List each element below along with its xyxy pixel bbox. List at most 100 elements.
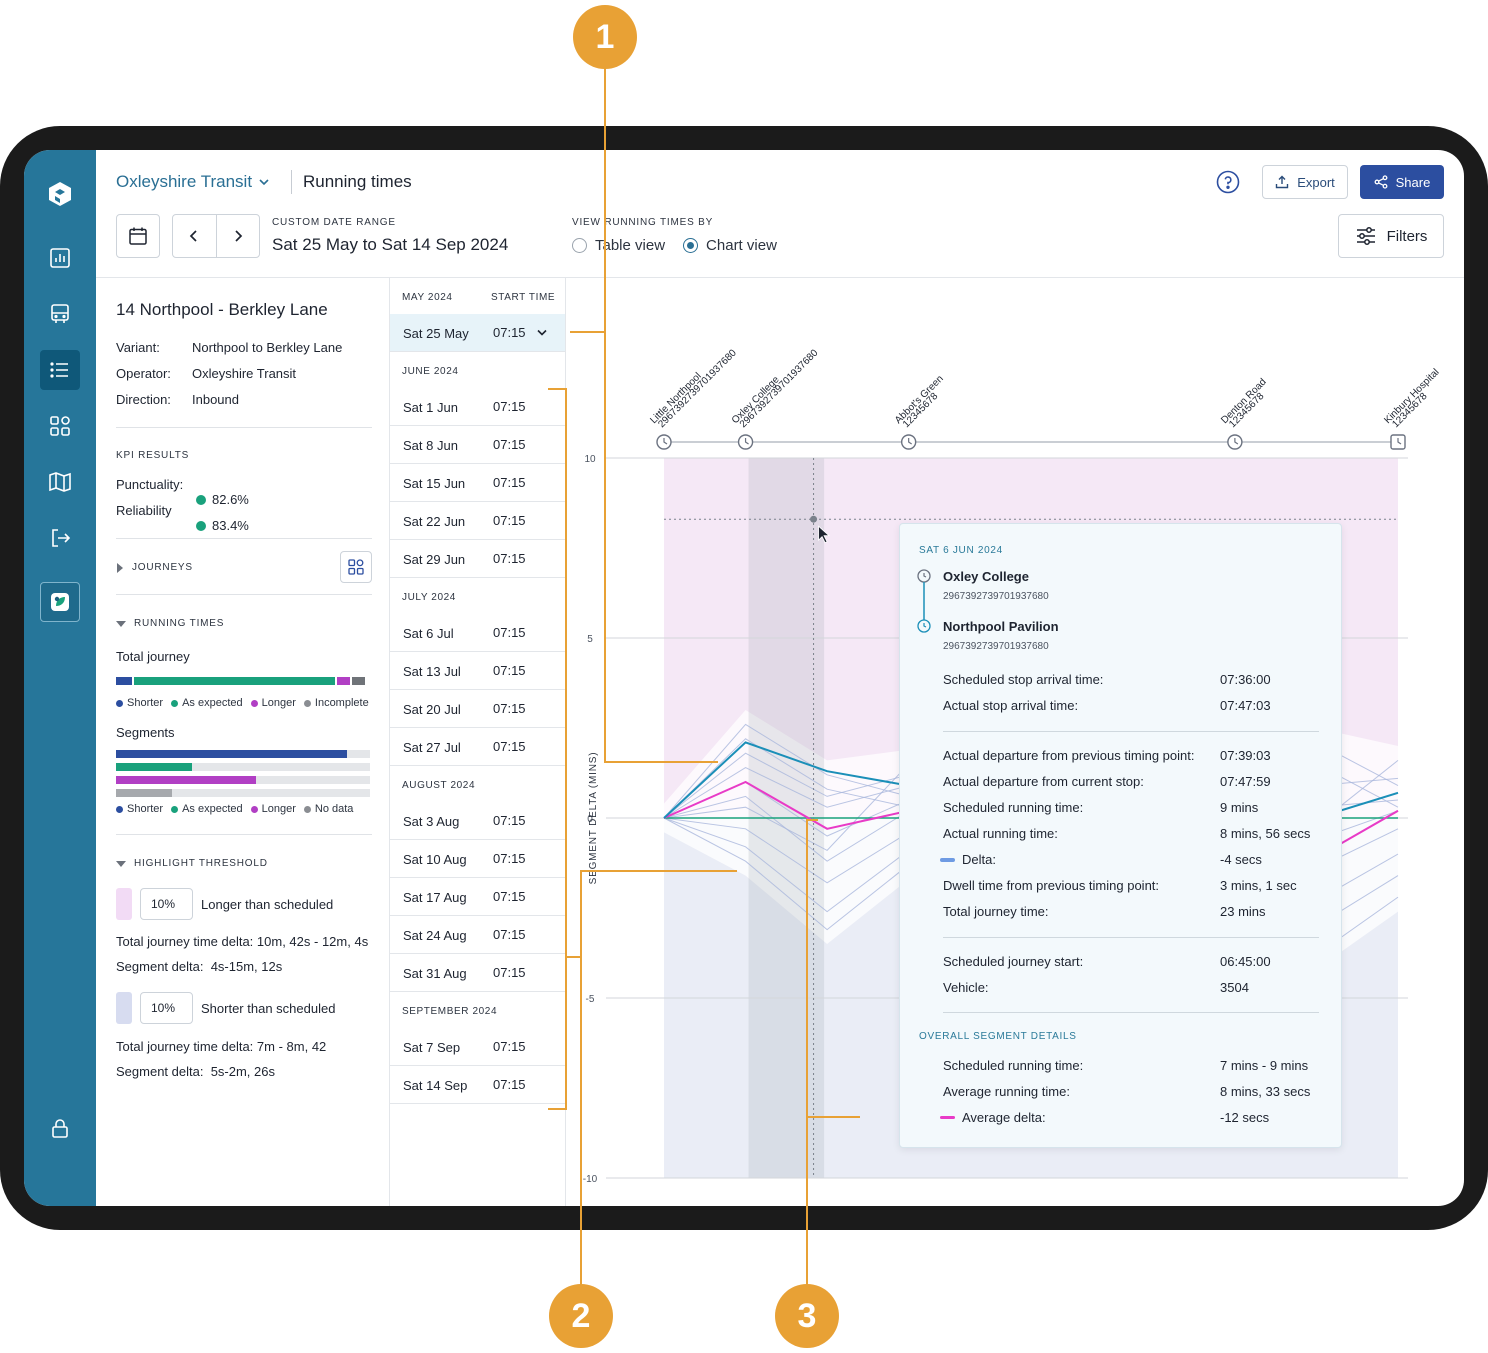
to-stop-code: 2967392739701937680 <box>943 641 1049 652</box>
y-tick-label: 0 <box>587 814 593 825</box>
longer-segment-delta-value: 4s-15m, 12s <box>210 959 283 974</box>
journey-date: Sat 25 May <box>403 326 469 341</box>
segments-shorter-bar <box>116 750 370 758</box>
journey-date-row[interactable]: Sat 14 Sep 07:15 <box>390 1066 565 1104</box>
help-icon[interactable] <box>1216 170 1240 194</box>
total-journey-label: Total journey <box>116 649 190 664</box>
app-screen: Oxleyshire Transit Running times Export … <box>24 150 1464 1206</box>
apps-icon[interactable] <box>40 406 80 446</box>
journey-start-time: 07:15 <box>493 851 526 866</box>
journey-start-time: 07:15 <box>493 475 526 490</box>
journey-start-time: 07:15 <box>493 701 526 716</box>
tooltip-label: Scheduled stop arrival time: <box>943 672 1104 687</box>
journeys-toggle[interactable]: JOURNEYS <box>116 562 193 573</box>
journeys-view-button[interactable] <box>340 551 372 583</box>
journey-date: Sat 10 Aug <box>403 852 467 867</box>
route-segment-icon <box>917 569 931 633</box>
journey-date: Sat 27 Jul <box>403 740 461 755</box>
share-label: Share <box>1395 174 1431 190</box>
table-view-label[interactable]: Table view <box>595 237 666 254</box>
divider <box>116 594 372 595</box>
journey-date-row[interactable]: Sat 8 Jun 07:15 <box>390 426 565 464</box>
journey-start-time: 07:15 <box>493 399 526 414</box>
tooltip-value: 8 mins, 33 secs <box>1220 1084 1311 1099</box>
journey-date-row[interactable]: Sat 3 Aug 07:15 <box>390 802 565 840</box>
journey-date-row[interactable]: Sat 24 Aug 07:15 <box>390 916 565 954</box>
org-selector[interactable]: Oxleyshire Transit <box>116 172 270 192</box>
y-tick-label: -5 <box>586 994 595 1005</box>
threshold-toggle[interactable]: HIGHLIGHT THRESHOLD <box>116 858 268 869</box>
cursor-icon <box>818 525 831 544</box>
map-icon[interactable] <box>40 462 80 502</box>
top-bar: Oxleyshire Transit Running times Export … <box>96 150 1464 278</box>
longer-threshold-input[interactable]: 10% <box>140 888 193 920</box>
journey-start-time: 07:15 <box>493 1039 526 1054</box>
check-icon <box>196 494 206 505</box>
tooltip-row: Actual running time: 8 mins, 56 secs <box>943 826 1323 841</box>
callout-2-badge: 2 <box>549 1284 613 1348</box>
journey-start-time: 07:15 <box>493 889 526 904</box>
previous-button[interactable] <box>173 215 216 257</box>
export-button[interactable]: Export <box>1262 165 1348 199</box>
view-caption: VIEW RUNNING TIMES BY <box>572 217 714 228</box>
journey-date: Sat 3 Aug <box>403 814 460 829</box>
logo-icon[interactable] <box>40 174 80 214</box>
month-label: SEPTEMBER 2024 <box>402 1006 498 1017</box>
caret-down-icon <box>116 860 126 867</box>
divider <box>116 834 372 835</box>
journey-date-row[interactable]: Sat 13 Jul 07:15 <box>390 652 565 690</box>
month-label: JUNE 2024 <box>402 366 459 377</box>
divider <box>943 731 1319 732</box>
journey-date-row[interactable]: Sat 6 Jul 07:15 <box>390 614 565 652</box>
list-icon[interactable] <box>40 350 80 390</box>
journey-start-time: 07:15 <box>493 663 526 678</box>
date-range-value[interactable]: Sat 25 May to Sat 14 Sep 2024 <box>272 235 509 254</box>
tooltip-label: Actual running time: <box>943 826 1058 841</box>
stop-code-label: 2967392739701937680 <box>656 347 739 430</box>
legend-longer: Longer <box>250 697 296 709</box>
journey-date-row[interactable]: Sat 17 Aug 07:15 <box>390 878 565 916</box>
journey-date-row[interactable]: Sat 31 Aug 07:15 <box>390 954 565 992</box>
shorter-threshold-input[interactable]: 10% <box>140 992 193 1024</box>
lock-icon[interactable] <box>40 1108 80 1148</box>
tooltip-row: Actual departure from current stop: 07:47… <box>943 774 1323 789</box>
chevron-down-icon[interactable] <box>536 329 548 337</box>
share-button[interactable]: Share <box>1360 165 1444 199</box>
running-times-toggle[interactable]: RUNNING TIMES <box>116 618 224 629</box>
filters-button[interactable]: Filters <box>1338 214 1444 258</box>
journey-date-row[interactable]: Sat 7 Sep 07:15 <box>390 1028 565 1066</box>
journey-date-row[interactable]: Sat 1 Jun 07:15 <box>390 388 565 426</box>
calendar-button[interactable] <box>116 214 160 258</box>
legend-incomplete: Incomplete <box>303 697 369 709</box>
bus-icon[interactable] <box>40 294 80 334</box>
divider <box>943 937 1319 938</box>
table-view-radio[interactable] <box>572 238 587 253</box>
from-stop-name: Oxley College <box>943 569 1029 584</box>
segments-label: Segments <box>116 725 175 740</box>
journey-date-row[interactable]: Sat 15 Jun 07:15 <box>390 464 565 502</box>
journey-date-row[interactable]: Sat 27 Jul 07:15 <box>390 728 565 766</box>
chart-icon[interactable] <box>40 238 80 278</box>
logout-icon[interactable] <box>40 518 80 558</box>
shorter-total-delta-row: Total journey time delta: 7m - 8m, 42 <box>116 1039 327 1054</box>
tooltip-row: Actual stop arrival time: 07:47:03 <box>943 698 1323 713</box>
next-button[interactable] <box>215 215 259 257</box>
shorter-segment-delta-value: 5s-2m, 26s <box>210 1064 275 1079</box>
operator-value: Oxleyshire Transit <box>192 366 297 381</box>
journey-date-row[interactable]: Sat 20 Jul 07:15 <box>390 690 565 728</box>
bar-fill <box>116 750 347 758</box>
legend-shorter: Shorter <box>116 803 163 815</box>
tooltip-label: Dwell time from previous timing point: <box>943 878 1160 893</box>
tooltip-row: Vehicle: 3504 <box>943 980 1323 995</box>
chart-view-label[interactable]: Chart view <box>706 237 777 254</box>
y-axis-label: SEGMENT DELTA (MINS) <box>588 752 599 885</box>
journey-date-row[interactable]: Sat 25 May 07:15 <box>390 314 565 352</box>
chart-view-radio[interactable] <box>683 238 699 253</box>
journey-date-row[interactable]: Sat 29 Jun 07:15 <box>390 540 565 578</box>
tooltip-label: Actual departure from current stop: <box>943 774 1144 789</box>
brand-app-icon[interactable] <box>40 582 80 622</box>
journey-date-row[interactable]: Sat 22 Jun 07:15 <box>390 502 565 540</box>
month-header: JUNE 2024 <box>390 366 565 390</box>
tooltip-label: Scheduled running time: <box>943 1058 1084 1073</box>
journey-date-row[interactable]: Sat 10 Aug 07:15 <box>390 840 565 878</box>
